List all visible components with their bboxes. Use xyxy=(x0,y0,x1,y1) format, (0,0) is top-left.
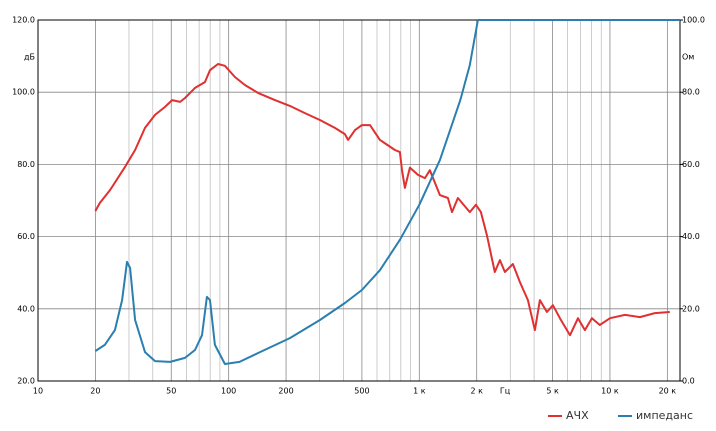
y-tick-label: 20.0 xyxy=(17,377,35,386)
plot-area xyxy=(38,20,680,381)
y-tick-label: 60.0 xyxy=(17,232,35,241)
legend-label: импеданс xyxy=(636,409,693,422)
x-tick-label: 50 xyxy=(166,387,176,396)
y2-tick-label: 20.0 xyxy=(682,304,700,313)
x-tick-label: 500 xyxy=(354,387,369,396)
x-unit: Гц xyxy=(500,387,511,396)
y2-tick-label: 0.0 xyxy=(682,377,695,386)
x-tick-label: 10 к xyxy=(601,387,619,396)
y-tick-label: 80.0 xyxy=(17,160,35,169)
x-tick-label: 200 xyxy=(278,387,293,396)
y-tick-label: 40.0 xyxy=(17,304,35,313)
series-line xyxy=(94,19,680,365)
y2-unit: Ом xyxy=(682,53,694,62)
plot-frame xyxy=(37,19,681,382)
y2-tick-label: 60.0 xyxy=(682,160,700,169)
x-tick-label: 10 xyxy=(33,387,43,396)
y-unit: дБ xyxy=(24,53,35,62)
y2-tick-label: 100.0 xyxy=(682,16,705,25)
x-tick-label: 100 xyxy=(221,387,236,396)
y2-tick-label: 40.0 xyxy=(682,232,700,241)
x-tick-label: 20 к xyxy=(659,387,677,396)
series-line xyxy=(94,63,670,337)
x-tick-label: 1 к xyxy=(413,387,426,396)
x-tick-label: 5 к xyxy=(546,387,559,396)
x-tick-label: 20 xyxy=(90,387,100,396)
y-tick-label: 100.0 xyxy=(12,88,35,97)
x-tick-label: 2 к xyxy=(470,387,483,396)
legend-label: АЧХ xyxy=(566,409,589,422)
y-tick-label: 120.0 xyxy=(12,16,35,25)
y2-tick-label: 80.0 xyxy=(682,88,700,97)
